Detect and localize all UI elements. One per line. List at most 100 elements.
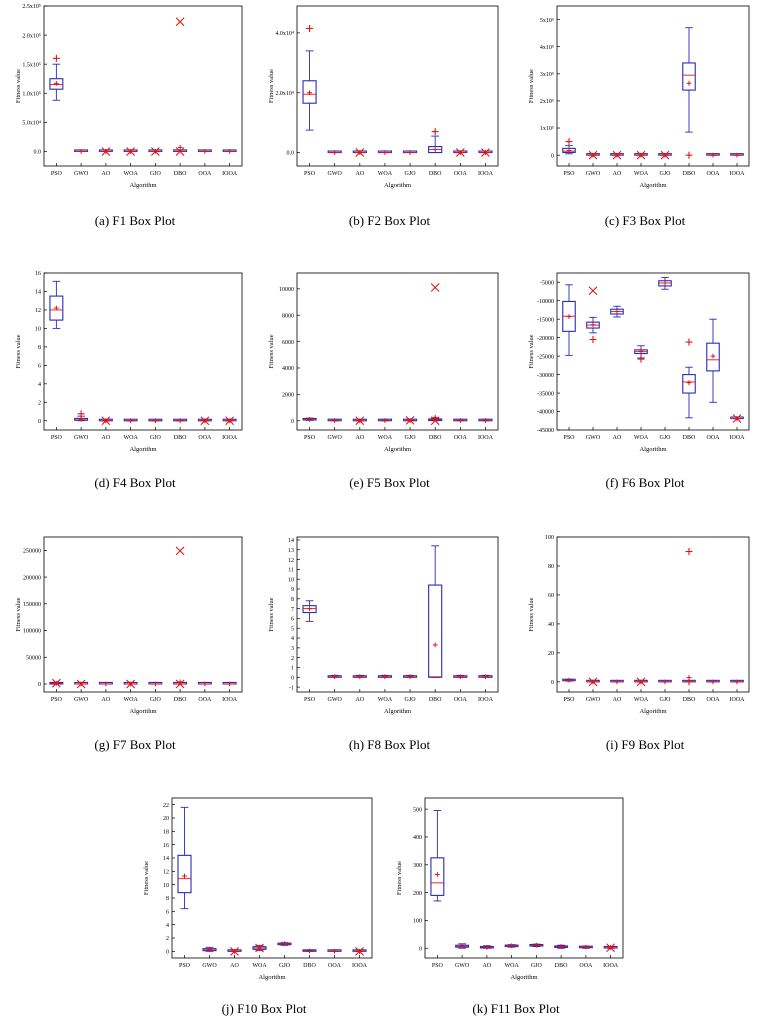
- x-tick-label: WOA: [504, 963, 519, 969]
- x-tick-label: IOOA: [352, 963, 368, 969]
- y-tick-label: 10000: [279, 287, 294, 293]
- outlier-x-marker: [175, 147, 185, 156]
- box-iooa: [603, 943, 618, 953]
- box-woa: [123, 147, 138, 156]
- outlier-x-marker: [126, 147, 136, 156]
- y-tick-label: 0: [38, 419, 41, 425]
- y-tick-label: 0: [551, 153, 554, 159]
- box-gjo: [148, 681, 163, 687]
- x-tick-label: AO: [483, 963, 492, 969]
- caption: (e) F5 Box Plot: [349, 475, 430, 490]
- box-gwo: [74, 149, 89, 154]
- y-tick-label: 2: [38, 400, 41, 406]
- box-dbo: [554, 944, 569, 949]
- x-tick-label: DBO: [683, 171, 696, 177]
- y-tick-label: 0: [291, 419, 294, 425]
- iqr-box: [430, 857, 445, 896]
- box-ooa: [197, 416, 212, 426]
- outlier-x-marker: [606, 943, 616, 953]
- box-gjo: [658, 679, 672, 685]
- box-ooa: [197, 149, 212, 154]
- iqr-box: [302, 605, 317, 614]
- box-gjo: [658, 150, 672, 160]
- box-pso: [49, 54, 64, 101]
- y-tick-label: 3: [291, 646, 294, 652]
- y-tick-label: 16: [35, 271, 41, 277]
- caption: (g) F7 Box Plot: [94, 737, 176, 752]
- y-tick-label: 5x10⁵: [540, 18, 554, 24]
- plot-frame: [424, 797, 624, 959]
- y-tick-label: 100: [545, 535, 554, 541]
- x-tick-label: PSO: [563, 435, 575, 441]
- x-tick-label: AO: [102, 697, 111, 703]
- x-tick-label: IOOA: [478, 435, 494, 441]
- x-tick-label: GJO: [150, 697, 162, 703]
- x-tick-label: OOA: [454, 171, 468, 177]
- x-tick-label: GWO: [455, 963, 470, 969]
- x-axis-label: Algorithm: [639, 182, 666, 189]
- y-tick-label: 8: [166, 896, 169, 902]
- plot-frame: [296, 5, 499, 167]
- x-tick-label: WOA: [123, 697, 138, 703]
- y-tick-label: 4000: [282, 366, 294, 372]
- x-tick-label: WOA: [634, 435, 649, 441]
- box-iooa: [222, 149, 237, 154]
- x-tick-label: IOOA: [222, 697, 238, 703]
- iqr-box: [49, 295, 64, 321]
- x-tick-label: OOA: [707, 171, 721, 177]
- x-tick-label: PSO: [51, 697, 63, 703]
- y-tick-label: 1.5x10⁵: [22, 62, 41, 68]
- box-pso: [49, 280, 64, 329]
- box-woa: [634, 150, 648, 160]
- y-tick-label: 16: [163, 843, 169, 849]
- box-woa: [252, 943, 267, 953]
- box-iooa: [478, 418, 493, 423]
- box-iooa: [222, 416, 237, 426]
- box-ao: [352, 416, 367, 426]
- box-pso: [562, 284, 576, 356]
- x-axis-label: Algorithm: [258, 974, 285, 981]
- y-tick-label: 22: [163, 803, 169, 809]
- box-pso: [302, 416, 317, 422]
- y-tick-label: 500: [413, 807, 422, 813]
- x-tick-label: WOA: [634, 697, 649, 703]
- x-tick-label: IOOA: [222, 171, 238, 177]
- box-dbo: [173, 418, 188, 424]
- x-tick-label: OOA: [328, 963, 342, 969]
- y-tick-label: 14: [163, 856, 169, 862]
- box-dbo: [302, 948, 317, 954]
- box-woa: [634, 345, 648, 363]
- x-axis-label: Algorithm: [384, 708, 411, 715]
- x-tick-label: DBO: [429, 435, 442, 441]
- x-tick-label: AO: [230, 963, 239, 969]
- box-gjo: [658, 276, 672, 290]
- outlier-x-marker: [255, 943, 264, 953]
- box-dbo: [682, 27, 696, 159]
- box-gjo: [529, 942, 544, 948]
- y-tick-label: 0: [38, 682, 41, 688]
- y-tick-label: 14: [35, 290, 41, 296]
- subplot-2: 0.0 2.0x10⁴ 4.0x10⁴ PSO GWO AO WOA GJO DBO OOA IOO…: [268, 5, 499, 228]
- outlier-x-marker: [150, 147, 160, 156]
- outlier-x-marker: [76, 679, 86, 689]
- x-tick-label: IOOA: [603, 963, 619, 969]
- x-tick-label: GJO: [150, 435, 162, 441]
- box-gwo: [74, 679, 89, 689]
- iqr-box: [428, 584, 443, 678]
- box-iooa: [352, 946, 367, 956]
- subplot-4: 0 2 4 6 8 10 12 14 16 PSO GWO AO WOA GJO DBO OOA IOOA Alg…: [15, 271, 243, 490]
- y-tick-label: -15000: [537, 317, 554, 323]
- box-ao: [610, 679, 624, 685]
- x-tick-label: GWO: [586, 697, 601, 703]
- x-tick-label: PSO: [304, 171, 316, 177]
- y-tick-label: 10: [288, 577, 294, 583]
- outlier-x-marker: [230, 946, 239, 956]
- x-tick-label: IOOA: [730, 435, 746, 441]
- box-ooa: [706, 152, 720, 158]
- outlier-x-marker: [636, 677, 646, 687]
- y-tick-label: 150000: [23, 602, 41, 608]
- y-tick-label: 18: [163, 830, 169, 836]
- outlier-x-marker: [51, 678, 61, 688]
- x-axis-label: Algorithm: [639, 708, 666, 715]
